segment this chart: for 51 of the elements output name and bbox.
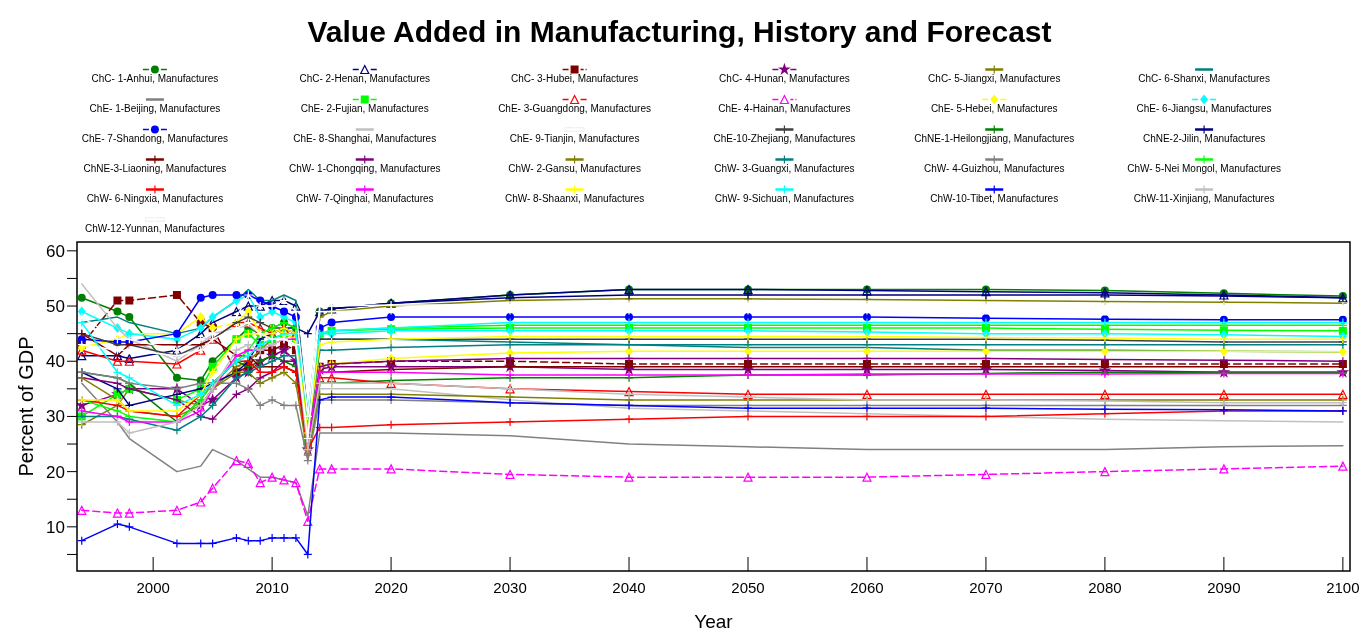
x-tick-label: 2050 bbox=[731, 579, 765, 596]
y-tick-label: 30 bbox=[46, 407, 65, 427]
legend-label: ChE- 4-Hainan, Manufactures bbox=[718, 103, 851, 114]
y-tick-label: 60 bbox=[46, 241, 65, 261]
y-tick-label: 10 bbox=[46, 517, 65, 537]
legend-label: ChW- 6-Ningxia, Manufactures bbox=[86, 193, 224, 204]
legend-label: ChNE-1-Heilongjiang, Manufactures bbox=[914, 133, 1075, 144]
y-tick-label: 40 bbox=[46, 352, 65, 372]
x-tick-label: 2010 bbox=[255, 579, 289, 596]
legend-label: ChW- 8-Shaanxi, Manufactures bbox=[504, 193, 645, 204]
legend-label: ChE- 9-Tianjin, Manufactures bbox=[509, 133, 640, 144]
legend-label: ChC- 6-Shanxi, Manufactures bbox=[1138, 73, 1270, 84]
x-tick-label: 2020 bbox=[374, 579, 408, 596]
legend-label: ChC- 4-Hunan, Manufactures bbox=[719, 73, 850, 84]
legend-label: ChC- 2-Henan, Manufactures bbox=[299, 73, 431, 84]
legend-label: ChE- 5-Hebei, Manufactures bbox=[930, 103, 1058, 114]
legend-label: ChW-12-Yunnan, Manufactures bbox=[84, 223, 225, 234]
legend-label: ChE- 2-Fujian, Manufactures bbox=[300, 103, 429, 114]
legend-label: ChE- 6-Jiangsu, Manufactures bbox=[1136, 103, 1272, 114]
legend-label: ChE- 7-Shandong, Manufactures bbox=[81, 133, 229, 144]
legend-label: ChC- 3-Hubei, Manufactures bbox=[510, 73, 639, 84]
legend-label: ChE- 1-Beijing, Manufactures bbox=[89, 103, 221, 114]
legend-label: ChW-11-Xinjiang, Manufactures bbox=[1133, 193, 1275, 204]
x-tick-label: 2080 bbox=[1088, 579, 1122, 596]
x-tick-label: 2090 bbox=[1207, 579, 1241, 596]
legend-label: ChNE-3-Liaoning, Manufactures bbox=[83, 163, 227, 174]
x-tick-label: 2070 bbox=[969, 579, 1003, 596]
legend-label: ChE-10-Zhejiang, Manufactures bbox=[713, 133, 856, 144]
legend-label: ChW- 4-Guizhou, Manufactures bbox=[924, 163, 1065, 174]
x-tick-label: 2030 bbox=[493, 579, 527, 596]
chart-title: Value Added in Manufacturing, History and Forecast bbox=[307, 15, 1052, 48]
legend-label: ChW- 7-Qinghai, Manufactures bbox=[295, 193, 434, 204]
legend-label: ChC- 5-Jiangxi, Manufactures bbox=[928, 73, 1061, 84]
legend-label: ChW- 3-Guangxi, Manufactures bbox=[714, 163, 855, 174]
x-tick-label: 2100 bbox=[1326, 579, 1359, 596]
x-tick-label: 2060 bbox=[850, 579, 884, 596]
x-tick-label: 2000 bbox=[136, 579, 170, 596]
legend-label: ChW- 9-Sichuan, Manufactures bbox=[714, 193, 855, 204]
legend-label: ChE- 8-Shanghai, Manufactures bbox=[293, 133, 437, 144]
x-tick-label: 2040 bbox=[612, 579, 646, 596]
legend-label: ChC- 1-Anhui, Manufactures bbox=[91, 73, 219, 84]
legend-label: ChW-10-Tibet, Manufactures bbox=[930, 193, 1059, 204]
legend-label: ChW- 1-Chongqing, Manufactures bbox=[288, 163, 441, 174]
legend-label: ChNE-2-Jilin, Manufactures bbox=[1142, 133, 1266, 144]
y-tick-label: 50 bbox=[46, 296, 65, 316]
y-axis-title: Percent of GDP bbox=[15, 336, 37, 477]
legend-label: ChW- 2-Gansu, Manufactures bbox=[508, 163, 641, 174]
legend-label: ChW- 5-Nei Mongol, Manufactures bbox=[1127, 163, 1281, 174]
x-axis-title: Year bbox=[694, 611, 734, 632]
legend-label: ChE- 3-Guangdong, Manufactures bbox=[498, 103, 652, 114]
y-tick-label: 20 bbox=[46, 462, 65, 482]
